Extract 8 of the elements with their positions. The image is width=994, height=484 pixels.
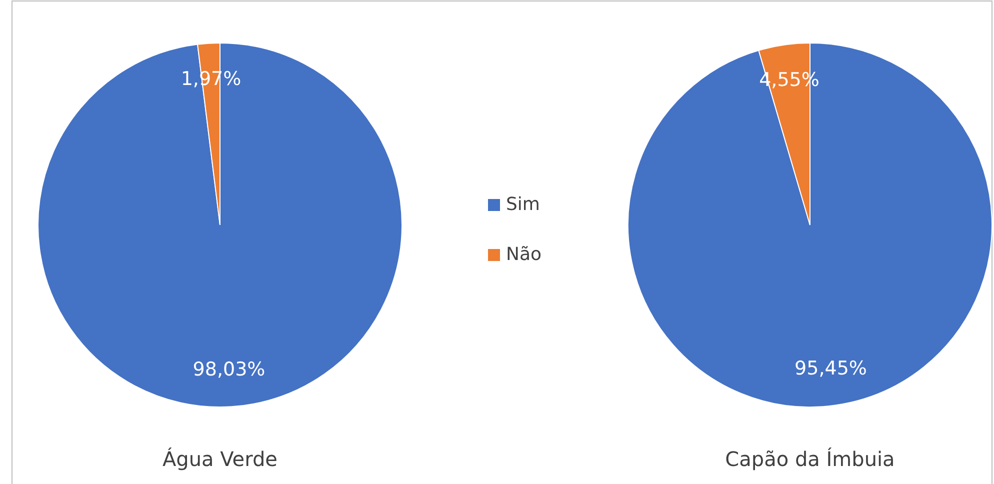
data-label: 95,45% xyxy=(794,357,867,380)
text: Água Verde xyxy=(162,447,278,471)
legend-label: Sim xyxy=(506,194,540,215)
text: Capão da Ímbuia xyxy=(725,447,895,471)
pie-slice xyxy=(38,42,402,408)
data-label: 98,03% xyxy=(192,358,266,381)
pie-slice xyxy=(628,42,992,408)
legend-label: Não xyxy=(506,244,542,265)
